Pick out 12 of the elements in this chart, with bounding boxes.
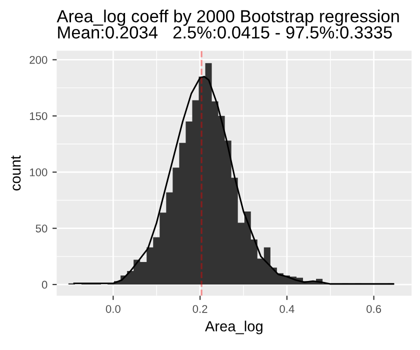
y-tick-label: 150 (30, 112, 48, 120)
y-tick-label: 100 (30, 168, 48, 176)
x-tick-label: 0.6 (366, 305, 382, 313)
y-tick-label: 50 (36, 224, 48, 232)
y-tick-label: 0 (42, 280, 48, 289)
x-tick-label: 0.4 (280, 305, 294, 313)
x-tick-label: 0.2 (192, 305, 208, 313)
x-tick-label: 0.0 (106, 305, 120, 313)
y-axis-title: count (11, 156, 21, 190)
y-tick-label: 200 (30, 56, 48, 64)
chart-title: Area_log coeff by 2000 Bootstrap regression Mean:0.2034 2.5%:0.0415 - 97.5%:0.3335 (56, 10, 399, 39)
x-axis-title: Area_log (204, 320, 262, 334)
